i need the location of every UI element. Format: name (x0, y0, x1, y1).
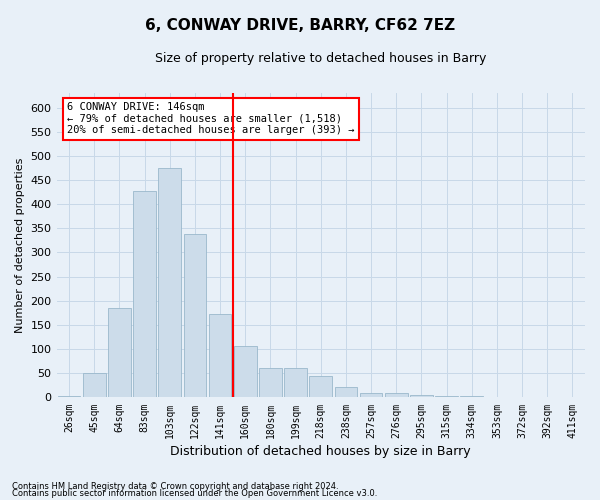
Text: 6, CONWAY DRIVE, BARRY, CF62 7EZ: 6, CONWAY DRIVE, BARRY, CF62 7EZ (145, 18, 455, 32)
Bar (310, 376, 332, 398)
Bar (108, 308, 131, 398)
Bar (410, 394, 433, 398)
Bar (335, 387, 357, 398)
Bar (209, 314, 232, 398)
Bar (158, 168, 181, 398)
Bar (184, 234, 206, 398)
Title: Size of property relative to detached houses in Barry: Size of property relative to detached ho… (155, 52, 487, 66)
Bar (259, 368, 282, 398)
X-axis label: Distribution of detached houses by size in Barry: Distribution of detached houses by size … (170, 444, 471, 458)
Bar (133, 190, 156, 398)
Bar (234, 346, 257, 398)
Bar (385, 392, 407, 398)
Bar (360, 392, 382, 398)
Bar (460, 396, 483, 398)
Y-axis label: Number of detached properties: Number of detached properties (15, 158, 25, 333)
Text: Contains HM Land Registry data © Crown copyright and database right 2024.: Contains HM Land Registry data © Crown c… (12, 482, 338, 491)
Bar (284, 368, 307, 398)
Bar (58, 396, 80, 398)
Bar (83, 374, 106, 398)
Text: Contains public sector information licensed under the Open Government Licence v3: Contains public sector information licen… (12, 489, 377, 498)
Text: 6 CONWAY DRIVE: 146sqm
← 79% of detached houses are smaller (1,518)
20% of semi-: 6 CONWAY DRIVE: 146sqm ← 79% of detached… (67, 102, 355, 136)
Bar (435, 396, 458, 398)
